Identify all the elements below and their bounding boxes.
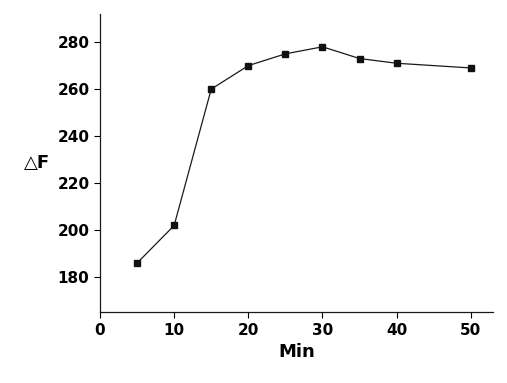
Y-axis label: △F: △F — [24, 154, 50, 172]
X-axis label: Min: Min — [278, 344, 315, 362]
